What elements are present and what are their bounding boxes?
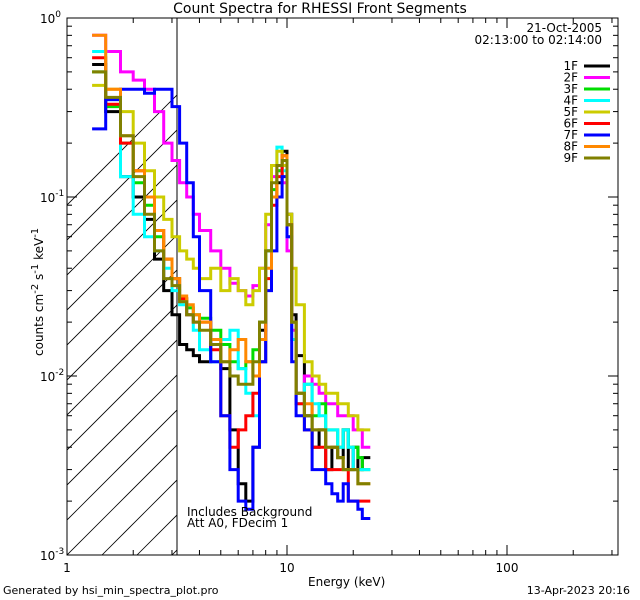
y-axis-label: counts cm-2 s-1 keV-1: [30, 227, 46, 356]
legend-label: 2F: [563, 71, 578, 85]
series-5F: [92, 83, 371, 432]
hatch-line: [347, 18, 640, 555]
annotation-attenuator: Att A0, FDecim 1: [187, 516, 289, 530]
hatch-line: [67, 234, 177, 346]
x-tick-label: 10: [279, 561, 294, 575]
x-tick-label: 100: [496, 561, 519, 575]
legend-label: 9F: [563, 151, 578, 165]
footer-generated-by: Generated by hsi_min_spectra_plot.pro: [3, 584, 219, 597]
y-tick-label: 10-2: [40, 368, 64, 384]
hatch-line: [592, 18, 640, 555]
legend-label: 6F: [563, 117, 578, 131]
legend-label: 1F: [563, 59, 578, 73]
series-2F: [92, 33, 371, 449]
series-9F: [92, 70, 371, 486]
legend-label: 3F: [563, 82, 578, 96]
hatch-line: [382, 18, 640, 555]
x-tick-label: 1: [63, 561, 71, 575]
hatch-line: [627, 18, 640, 555]
plot-frame: [66, 17, 619, 556]
hatch-line: [67, 339, 177, 451]
hatch-line: [67, 444, 177, 555]
y-tick-label: 10-3: [40, 547, 64, 563]
hatch-line: [67, 269, 177, 381]
legend-label: 5F: [563, 105, 578, 119]
series-7F: [92, 87, 371, 520]
hatch-line: [67, 304, 177, 416]
hatch-line: [452, 18, 640, 555]
x-axis-label: Energy (keV): [308, 575, 386, 589]
hatch-line: [67, 199, 177, 311]
hatch-line: [522, 18, 640, 555]
observation-date: 21-Oct-2005: [526, 21, 602, 35]
hatch-line: [101, 479, 177, 555]
y-tick-label: 10-1: [40, 189, 64, 205]
legend-label: 7F: [563, 128, 578, 142]
hatch-line: [67, 374, 177, 486]
hatch-line: [312, 18, 640, 555]
series-layer: [92, 33, 371, 520]
time-range: 02:13:00 to 02:14:00: [474, 33, 602, 47]
hatch-line: [242, 18, 640, 555]
hatch-line: [67, 409, 177, 521]
annotation-background: Includes Background: [187, 505, 313, 519]
chart-title: Count Spectra for RHESSI Front Segments: [173, 1, 467, 17]
hatch-line: [67, 164, 177, 276]
hatched-region: [67, 18, 640, 555]
hatch-line: [417, 18, 640, 555]
footer-timestamp: 13-Apr-2023 20:16: [526, 584, 630, 597]
hatch-line: [277, 18, 640, 555]
legend-label: 4F: [563, 94, 578, 108]
legend-label: 8F: [563, 140, 578, 154]
hatch-line: [67, 94, 177, 206]
